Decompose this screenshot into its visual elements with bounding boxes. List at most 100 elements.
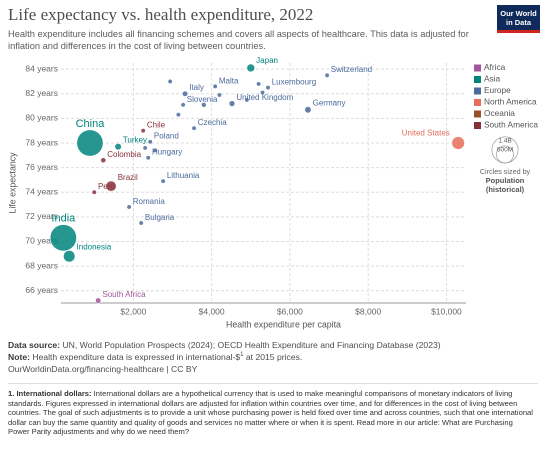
point [145,155,151,161]
chart: 66 years 68 years 70 years 72 years 74 years… [7,56,538,329]
point [256,81,262,87]
point-label: India [51,212,76,224]
point-label: Japan [256,56,278,65]
point-label: Bulgaria [145,213,175,222]
point [175,112,181,118]
point [180,102,186,108]
point-label: Slovenia [187,95,218,104]
point [49,224,77,252]
point [304,106,312,114]
point-label: Italy [189,83,204,92]
separator [8,383,538,384]
size-legend-measure: Population [486,176,525,185]
point-label: United States [402,129,450,138]
point [63,250,76,263]
point [324,72,330,78]
source: UN, World Population Prospects (2024); O… [62,340,441,350]
y-tick-label: 68 years [25,260,58,270]
point-label: Chile [147,121,166,130]
legend-label: Oceania [484,108,515,118]
point [217,92,222,98]
legend-label: Africa [484,62,506,72]
point [160,178,166,184]
y-tick-label: 82 years [25,88,58,98]
y-tick-label: 72 years [25,211,58,221]
legend-label: South America [484,120,538,130]
point [152,147,158,153]
point-label: Luxembourg [272,78,316,87]
y-tick-label: 70 years [25,236,58,246]
point [76,129,104,157]
point-label: Switzerland [331,65,372,74]
note-line: Note: Health expenditure data is express… [8,352,302,362]
note-label: Note: [8,352,30,362]
point [260,90,265,95]
y-axis-title: Life expectancy [7,152,17,214]
point [244,97,250,103]
point [100,157,107,164]
legend-swatch [474,64,481,72]
point [126,204,132,210]
note: Health expenditure data is expressed in … [32,352,241,362]
footnote-text: International dollars are a hypothetical… [8,389,533,437]
point-label: Romania [133,197,166,206]
size-legend-label: 600M [497,147,513,154]
x-tick-label: $8,000 [355,306,381,316]
point [201,102,207,108]
point-label: South Africa [102,290,146,299]
point [147,139,153,145]
source-label: Data source: [8,340,61,350]
y-tick-label: 76 years [25,162,58,172]
point-label: Brazil [118,173,138,182]
point-label: Germany [313,99,346,108]
point-label: Indonesia [77,243,112,252]
point [114,143,122,151]
point [246,63,255,73]
point [182,90,188,97]
y-tick-label: 74 years [25,186,58,196]
x-tick-label: $4,000 [199,306,225,316]
chart-subtitle: Health expenditure includes all financin… [8,29,469,51]
footnote: 1. International dollars: International … [8,389,536,437]
size-legend-circle [496,145,514,164]
legend-label: Asia [484,74,501,84]
point-label: Lithuania [167,171,200,180]
point [95,297,102,304]
legend-swatch [474,87,481,95]
point [265,85,271,91]
note-sup: 1 [240,352,244,359]
note-tail: at 2015 prices. [245,352,303,362]
point [191,125,197,131]
point [91,189,97,195]
point-label: Czechia [198,118,227,127]
legend-swatch [474,99,481,106]
point-label: China [76,118,106,130]
size-legend-note: (historical) [486,185,525,194]
legend-label: Europe [484,85,511,95]
point-label: United Kingdom [236,93,293,102]
point-label: Turkey [123,136,147,145]
point [140,128,146,134]
legend-swatch [474,110,481,118]
url-line[interactable]: OurWorldinData.org/financing-healthcare … [8,364,198,374]
point-label: Poland [154,132,179,141]
logo[interactable]: Our World in Data [497,5,540,33]
legend-swatch [474,76,481,83]
point [228,100,236,107]
legend-swatch [474,122,481,129]
point-label: Peru [98,182,115,191]
point [212,83,218,89]
source-line: Data source: UN, World Population Prospe… [8,340,441,350]
chart-title: Life expectancy vs. health expenditure, … [8,5,314,24]
point-label: Colombia [107,150,141,159]
point [105,180,117,192]
point [138,220,144,226]
y-tick-label: 78 years [25,137,58,147]
x-tick-label: $10,000 [431,306,462,316]
footnote-label: 1. International dollars: [8,389,92,398]
y-tick-label: 66 years [25,285,58,295]
point-label: Hungary [152,148,182,157]
x-tick-label: $6,000 [277,306,303,316]
x-axis-title: Health expenditure per capita [226,319,341,329]
